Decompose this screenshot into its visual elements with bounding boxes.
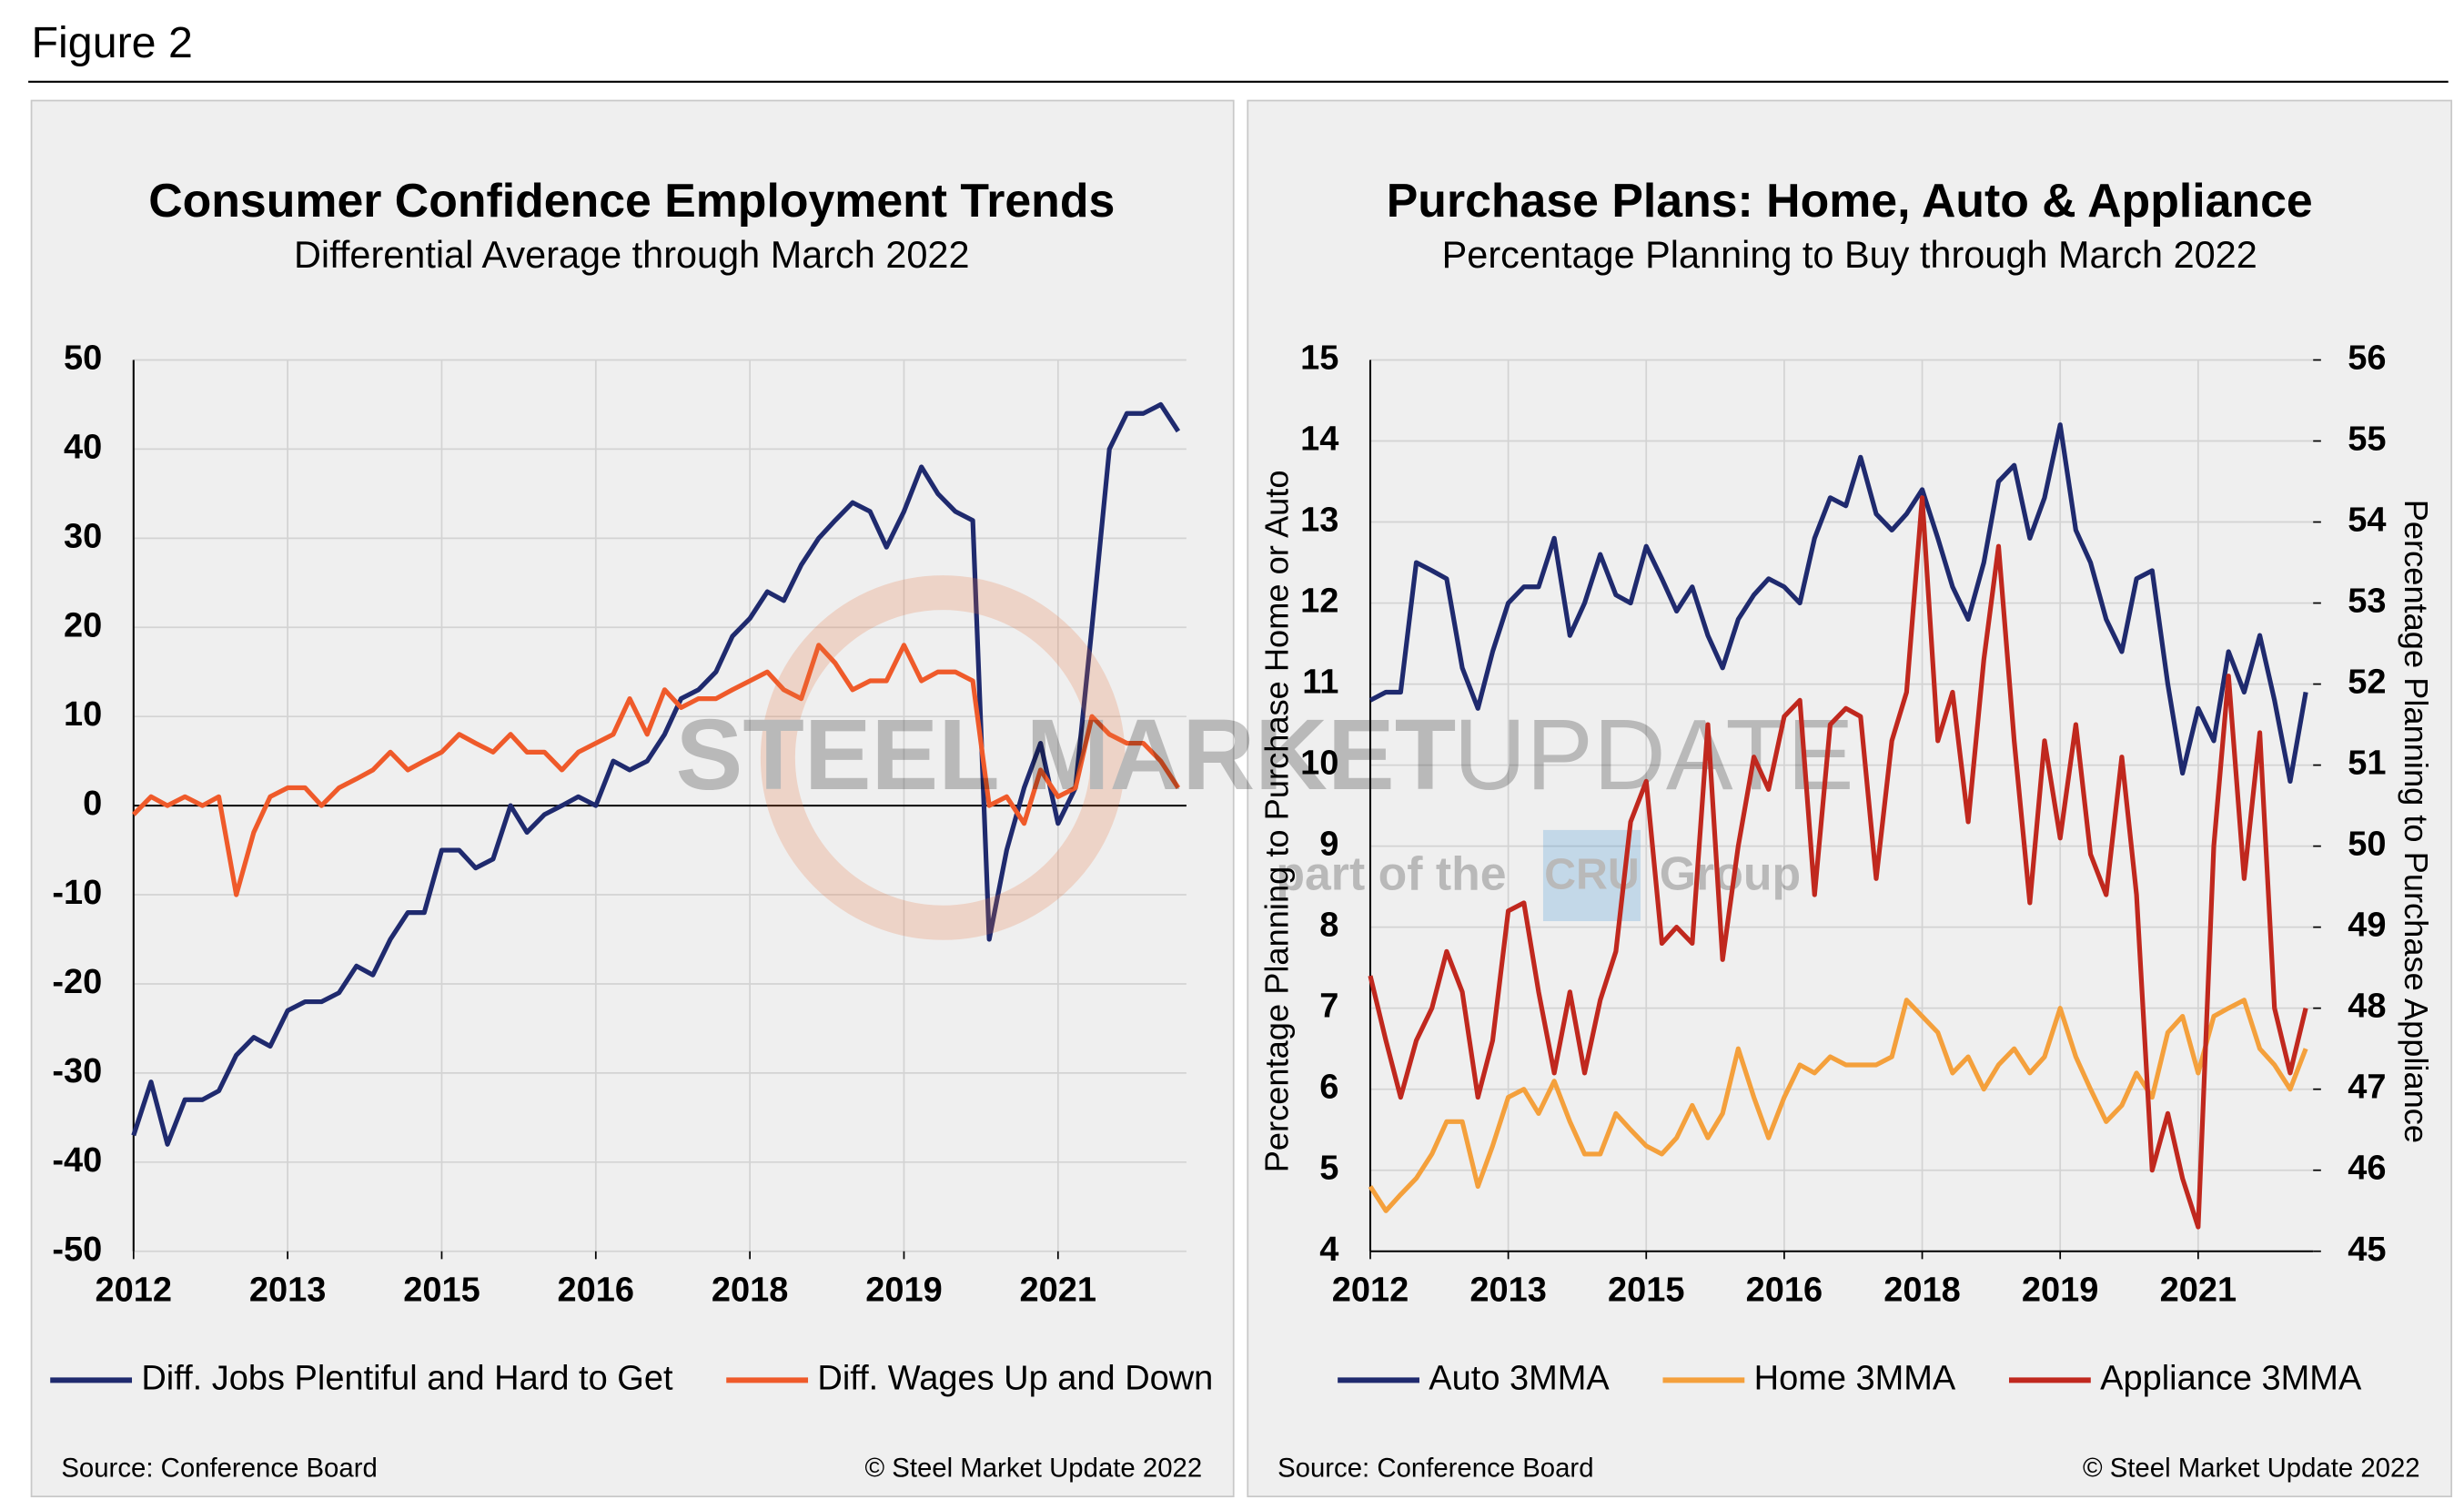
y2-tick-label: 54 bbox=[2348, 502, 2386, 540]
watermark-prefix: part of the bbox=[1276, 846, 1506, 899]
legend-label: Appliance 3MMA bbox=[2100, 1359, 2362, 1397]
y-tick-label: 4 bbox=[1319, 1231, 1338, 1269]
x-tick-label: 2013 bbox=[1469, 1272, 1547, 1310]
x-tick-label: 2015 bbox=[1608, 1272, 1685, 1310]
x-tick-label: 2012 bbox=[96, 1272, 173, 1310]
y2-tick-label: 47 bbox=[2348, 1069, 2386, 1107]
chart-title: Consumer Confidence Employment Trends bbox=[148, 174, 1115, 227]
legend-item: Appliance 3MMA bbox=[2008, 1359, 2362, 1397]
y-tick-label: -20 bbox=[52, 963, 102, 1001]
y2-tick-label: 50 bbox=[2348, 826, 2386, 864]
y2-tick-label: 45 bbox=[2348, 1231, 2386, 1269]
x-tick-label: 2019 bbox=[2022, 1272, 2099, 1310]
legend-label: Auto 3MMA bbox=[1429, 1359, 1610, 1397]
watermark-ring bbox=[760, 575, 1126, 940]
x-tick-label: 2016 bbox=[558, 1272, 635, 1310]
y-tick-label: 11 bbox=[1302, 664, 1338, 702]
legend-label: Home 3MMA bbox=[1754, 1359, 1956, 1397]
y-tick-label: 9 bbox=[1319, 826, 1338, 864]
y-tick-label: -40 bbox=[52, 1141, 102, 1180]
y-tick-label: -30 bbox=[52, 1052, 102, 1090]
watermark-brand: STEEL MARKET bbox=[676, 699, 1457, 811]
series-layer: Diff. Jobs Plentiful and Hard to Get Diff… bbox=[50, 401, 1213, 1484]
legend-item: Home 3MMA bbox=[1662, 1359, 1956, 1397]
y-tick-label: 40 bbox=[64, 428, 102, 466]
watermark-brand-light: UPDATE bbox=[1454, 699, 1854, 811]
x-tick-label: 2016 bbox=[1746, 1272, 1823, 1310]
y-tick-label: -50 bbox=[52, 1231, 102, 1269]
chart-subtitle: Differential Average through March 2022 bbox=[294, 233, 970, 276]
y-tick-label: 12 bbox=[1300, 583, 1338, 621]
chart: Purchase Plans: Home, Auto & Appliance Pe… bbox=[1257, 174, 2435, 1309]
series-layer: Auto 3MMA Home 3MMA Appliance 3MMA Source: … bbox=[1277, 422, 2420, 1484]
x-tick-label: 2018 bbox=[712, 1272, 789, 1310]
y-tick-label: 14 bbox=[1300, 421, 1338, 459]
series-line bbox=[131, 643, 1181, 897]
watermark: STEEL MARKET UPDATE part of the CRU Grou… bbox=[676, 575, 1854, 940]
y-tick-label: 6 bbox=[1319, 1069, 1338, 1107]
copyright-note: © Steel Market Update 2022 bbox=[864, 1454, 1202, 1484]
chart: Consumer Confidence Employment Trends Dif… bbox=[52, 174, 1187, 1310]
y-axis-label: Percentage Planning to Purchase Home or … bbox=[1257, 470, 1295, 1172]
y-tick-label: 30 bbox=[64, 517, 102, 555]
y2-tick-label: 55 bbox=[2348, 421, 2386, 459]
y2-axis-label: Percentage Planning to Purchase Applianc… bbox=[2398, 500, 2435, 1143]
chart-title: Purchase Plans: Home, Auto & Appliance bbox=[1387, 174, 2313, 227]
y-tick-label: 10 bbox=[1300, 745, 1338, 783]
y-tick-label: 20 bbox=[64, 606, 102, 644]
x-tick-label: 2015 bbox=[403, 1272, 480, 1310]
legend-label: Diff. Wages Up and Down bbox=[817, 1359, 1213, 1397]
source-note: Source: Conference Board bbox=[61, 1454, 377, 1484]
y2-tick-label: 46 bbox=[2348, 1150, 2386, 1188]
y-tick-label: 5 bbox=[1319, 1150, 1338, 1188]
legend: Diff. Jobs Plentiful and Hard to Get Diff… bbox=[50, 1359, 1213, 1397]
y-tick-label: 10 bbox=[64, 695, 102, 734]
x-tick-label: 2013 bbox=[249, 1272, 327, 1310]
y-tick-label: 15 bbox=[1300, 339, 1338, 378]
y2-tick-label: 53 bbox=[2348, 583, 2386, 621]
legend-item: Auto 3MMA bbox=[1338, 1359, 1610, 1397]
y-tick-label: 8 bbox=[1319, 907, 1338, 945]
y2-tick-label: 51 bbox=[2348, 745, 2386, 783]
figure-label: Figure 2 bbox=[32, 18, 193, 67]
legend-item: Diff. Wages Up and Down bbox=[726, 1359, 1213, 1397]
y-tick-label: 13 bbox=[1300, 502, 1338, 540]
legend: Auto 3MMA Home 3MMA Appliance 3MMA bbox=[1338, 1359, 2362, 1397]
y2-tick-label: 49 bbox=[2348, 907, 2386, 945]
y2-tick-label: 56 bbox=[2348, 339, 2386, 378]
x-tick-label: 2021 bbox=[2160, 1272, 2237, 1310]
source-note: Source: Conference Board bbox=[1277, 1454, 1593, 1484]
series-line bbox=[1368, 422, 2308, 785]
legend-label: Diff. Jobs Plentiful and Hard to Get bbox=[141, 1359, 673, 1397]
series-line bbox=[1368, 495, 2308, 1230]
x-tick-label: 2018 bbox=[1883, 1272, 1961, 1310]
series-line bbox=[131, 401, 1181, 1147]
x-tick-label: 2021 bbox=[1020, 1272, 1097, 1310]
x-tick-label: 2019 bbox=[865, 1272, 943, 1310]
legend-item: Diff. Jobs Plentiful and Hard to Get bbox=[50, 1359, 673, 1397]
x-tick-label: 2012 bbox=[1332, 1272, 1409, 1310]
copyright-note: © Steel Market Update 2022 bbox=[2083, 1454, 2420, 1484]
y-tick-label: -10 bbox=[52, 874, 102, 912]
chart-subtitle: Percentage Planning to Buy through March… bbox=[1442, 233, 2257, 276]
y-tick-label: 0 bbox=[83, 785, 102, 823]
y-tick-label: 7 bbox=[1319, 988, 1338, 1026]
y-tick-label: 50 bbox=[64, 339, 102, 378]
y2-tick-label: 48 bbox=[2348, 988, 2386, 1026]
y2-tick-label: 52 bbox=[2348, 664, 2386, 702]
